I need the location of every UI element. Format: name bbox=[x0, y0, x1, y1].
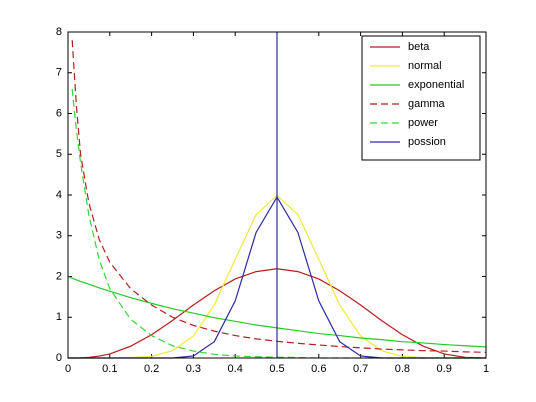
x-tick-label: 0.7 bbox=[353, 363, 368, 375]
x-tick-label: 0 bbox=[65, 363, 71, 375]
x-tick-label: 0.4 bbox=[228, 363, 243, 375]
plot-frame bbox=[67, 31, 487, 359]
x-tick-label: 0.6 bbox=[311, 363, 326, 375]
y-tick-label: 0 bbox=[56, 352, 62, 364]
x-tick-label: 0.9 bbox=[437, 363, 452, 375]
series-line bbox=[71, 88, 486, 359]
legend-label: gamma bbox=[408, 98, 446, 110]
series-line bbox=[68, 268, 487, 359]
legend-box bbox=[361, 35, 481, 161]
legend-label: normal bbox=[408, 60, 442, 72]
y-tick-label: 7 bbox=[56, 67, 62, 79]
y-tick-label: 5 bbox=[56, 148, 62, 160]
series-line bbox=[67, 275, 487, 348]
y-tick-label: 3 bbox=[56, 230, 62, 242]
legend-label: exponential bbox=[408, 79, 464, 91]
x-tick-label: 0.8 bbox=[395, 363, 410, 375]
legend-label: possion bbox=[408, 136, 446, 148]
legend-label: beta bbox=[408, 41, 430, 53]
x-tick-label: 0.2 bbox=[144, 363, 159, 375]
y-tick-label: 1 bbox=[56, 311, 62, 323]
y-tick-label: 6 bbox=[56, 107, 62, 119]
y-tick-label: 4 bbox=[56, 189, 62, 201]
x-tick-label: 0.3 bbox=[186, 363, 201, 375]
legend-label: power bbox=[408, 117, 438, 129]
x-tick-label: 0.1 bbox=[102, 363, 117, 375]
x-tick-label: 0.5 bbox=[269, 363, 284, 375]
y-tick-label: 8 bbox=[56, 26, 62, 38]
y-tick-label: 2 bbox=[56, 270, 62, 282]
x-tick-label: 1 bbox=[483, 363, 489, 375]
series-line bbox=[71, 40, 487, 353]
